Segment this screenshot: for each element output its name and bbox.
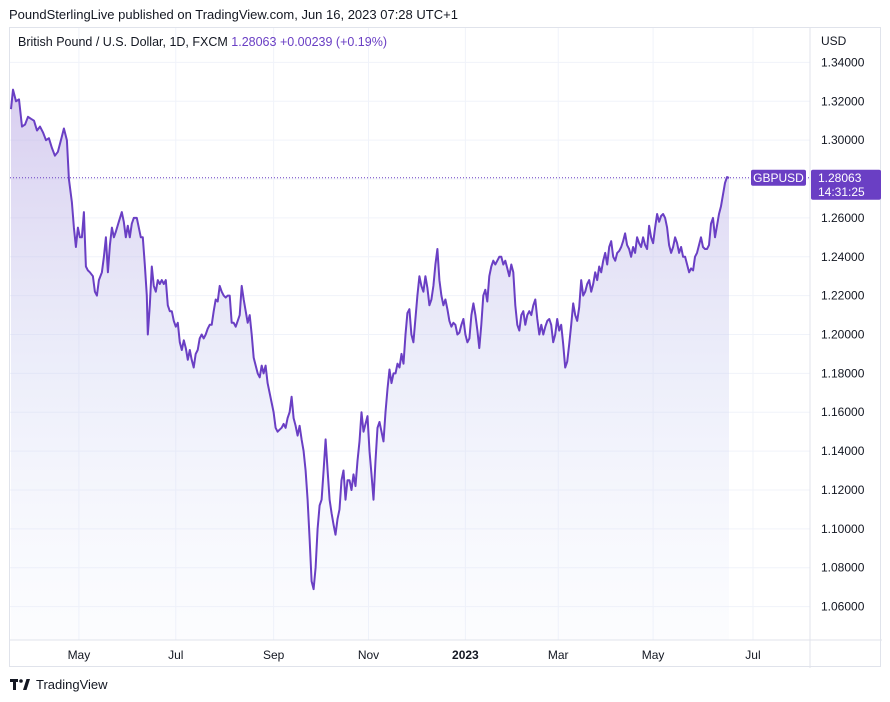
last-price-label	[811, 169, 881, 200]
chart-frame[interactable]: 1.06000 1.08000 1.10000 1.12000 1.14000 1.160…	[9, 27, 882, 668]
y-tick-label: 1.08000	[821, 561, 865, 575]
y-tick-label: 1.06000	[821, 600, 865, 614]
series-area	[11, 89, 729, 641]
x-tick-label: 2023	[452, 648, 479, 662]
x-tick-label: May	[642, 648, 665, 662]
y-tick-label: 1.18000	[821, 366, 865, 380]
x-tick-label: Sep	[263, 648, 285, 662]
x-tick-label: Mar	[548, 648, 569, 662]
x-tick-label: Jul	[745, 648, 760, 662]
y-tick-label: 1.24000	[821, 250, 865, 264]
y-tick-label: 1.16000	[821, 405, 865, 419]
bar-countdown-text: 14:31:25	[818, 185, 865, 199]
footer-brand-text: TradingView	[36, 677, 108, 692]
x-tick-label: Jul	[168, 648, 183, 662]
legend-change: +0.00239 (+0.19%)	[279, 35, 387, 49]
publisher-header: PoundSterlingLive published on TradingVi…	[9, 7, 458, 22]
y-tick-label: 1.32000	[821, 94, 865, 108]
symbol-legend[interactable]: British Pound / U.S. Dollar, 1D, FXCM 1.…	[18, 35, 387, 49]
footer-brand[interactable]: TradingView	[10, 677, 108, 692]
y-tick-label: 1.22000	[821, 289, 865, 303]
last-price-text: 1.28063	[818, 171, 862, 185]
y-tick-label: 1.20000	[821, 328, 865, 342]
x-tick-label: May	[68, 648, 91, 662]
y-tick-label: 1.26000	[821, 211, 865, 225]
chart-canvas[interactable]: 1.06000 1.08000 1.10000 1.12000 1.14000 1.160…	[10, 28, 882, 668]
legend-last-value: 1.28063	[231, 35, 277, 49]
y-tick-label: 1.12000	[821, 483, 865, 497]
series-line-gbpusd[interactable]	[10, 88, 730, 591]
legend-title: British Pound / U.S. Dollar, 1D, FXCM	[18, 35, 228, 49]
y-tick-label: 1.34000	[821, 55, 865, 69]
tradingview-logo-icon	[10, 678, 30, 690]
y-tick-label: 1.14000	[821, 444, 865, 458]
y-tick-label: 1.10000	[821, 522, 865, 536]
symbol-tag-text: GBPUSD	[753, 171, 804, 185]
axes: 1.06000 1.08000 1.10000 1.12000 1.14000 1.160…	[10, 28, 882, 668]
series-line-layer	[10, 88, 810, 591]
x-tick-label: Nov	[358, 648, 379, 662]
currency-label: USD	[821, 34, 847, 48]
symbol-tag	[751, 169, 806, 186]
area-fill-layer	[11, 89, 729, 641]
y-tick-label: 1.30000	[821, 133, 865, 147]
